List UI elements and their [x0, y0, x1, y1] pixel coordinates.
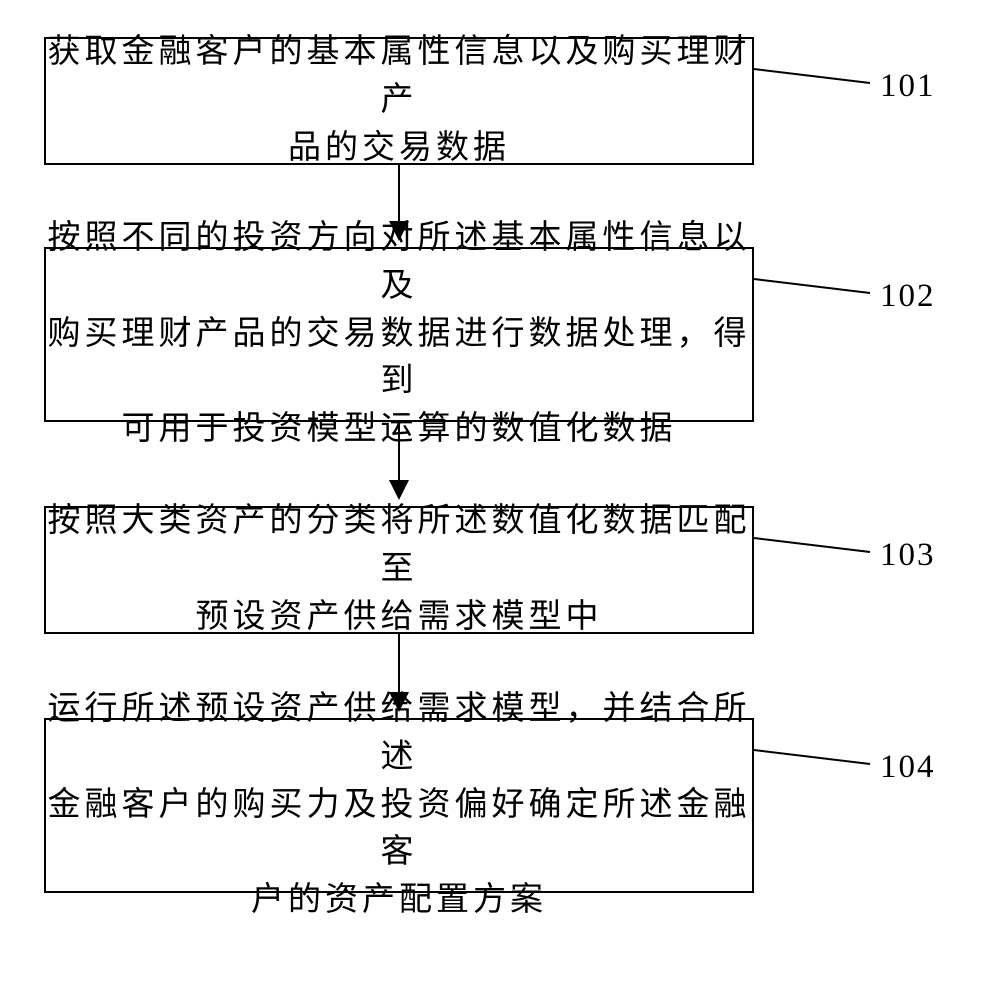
flow-step-step-102: 按照不同的投资方向对所述基本属性信息以及 购买理财产品的交易数据进行数据处理，得…	[44, 247, 754, 422]
leader-line	[754, 279, 870, 293]
flow-step-text: 获取金融客户的基本属性信息以及购买理财产 品的交易数据	[46, 29, 752, 173]
step-number-label: 102	[880, 278, 936, 315]
flowchart-canvas: 获取金融客户的基本属性信息以及购买理财产 品的交易数据 101 按照不同的投资方向对…	[0, 0, 981, 1000]
flow-step-step-103: 按照大类资产的分类将所述数值化数据匹配至 预设资产供给需求模型中	[44, 506, 754, 634]
step-number-label: 101	[880, 68, 936, 105]
leader-line	[754, 538, 870, 552]
step-number-label: 104	[880, 749, 936, 786]
flow-step-step-104: 运行所述预设资产供给需求模型，并结合所述 金融客户的购买力及投资偏好确定所述金融…	[44, 718, 754, 893]
leader-line	[754, 750, 870, 764]
flow-step-step-101: 获取金融客户的基本属性信息以及购买理财产 品的交易数据	[44, 37, 754, 165]
flow-step-text: 按照大类资产的分类将所述数值化数据匹配至 预设资产供给需求模型中	[46, 498, 752, 642]
leader-line	[754, 69, 870, 83]
flow-step-text: 按照不同的投资方向对所述基本属性信息以及 购买理财产品的交易数据进行数据处理，得…	[46, 215, 752, 454]
flow-step-text: 运行所述预设资产供给需求模型，并结合所述 金融客户的购买力及投资偏好确定所述金融…	[46, 686, 752, 925]
step-number-label: 103	[880, 537, 936, 574]
